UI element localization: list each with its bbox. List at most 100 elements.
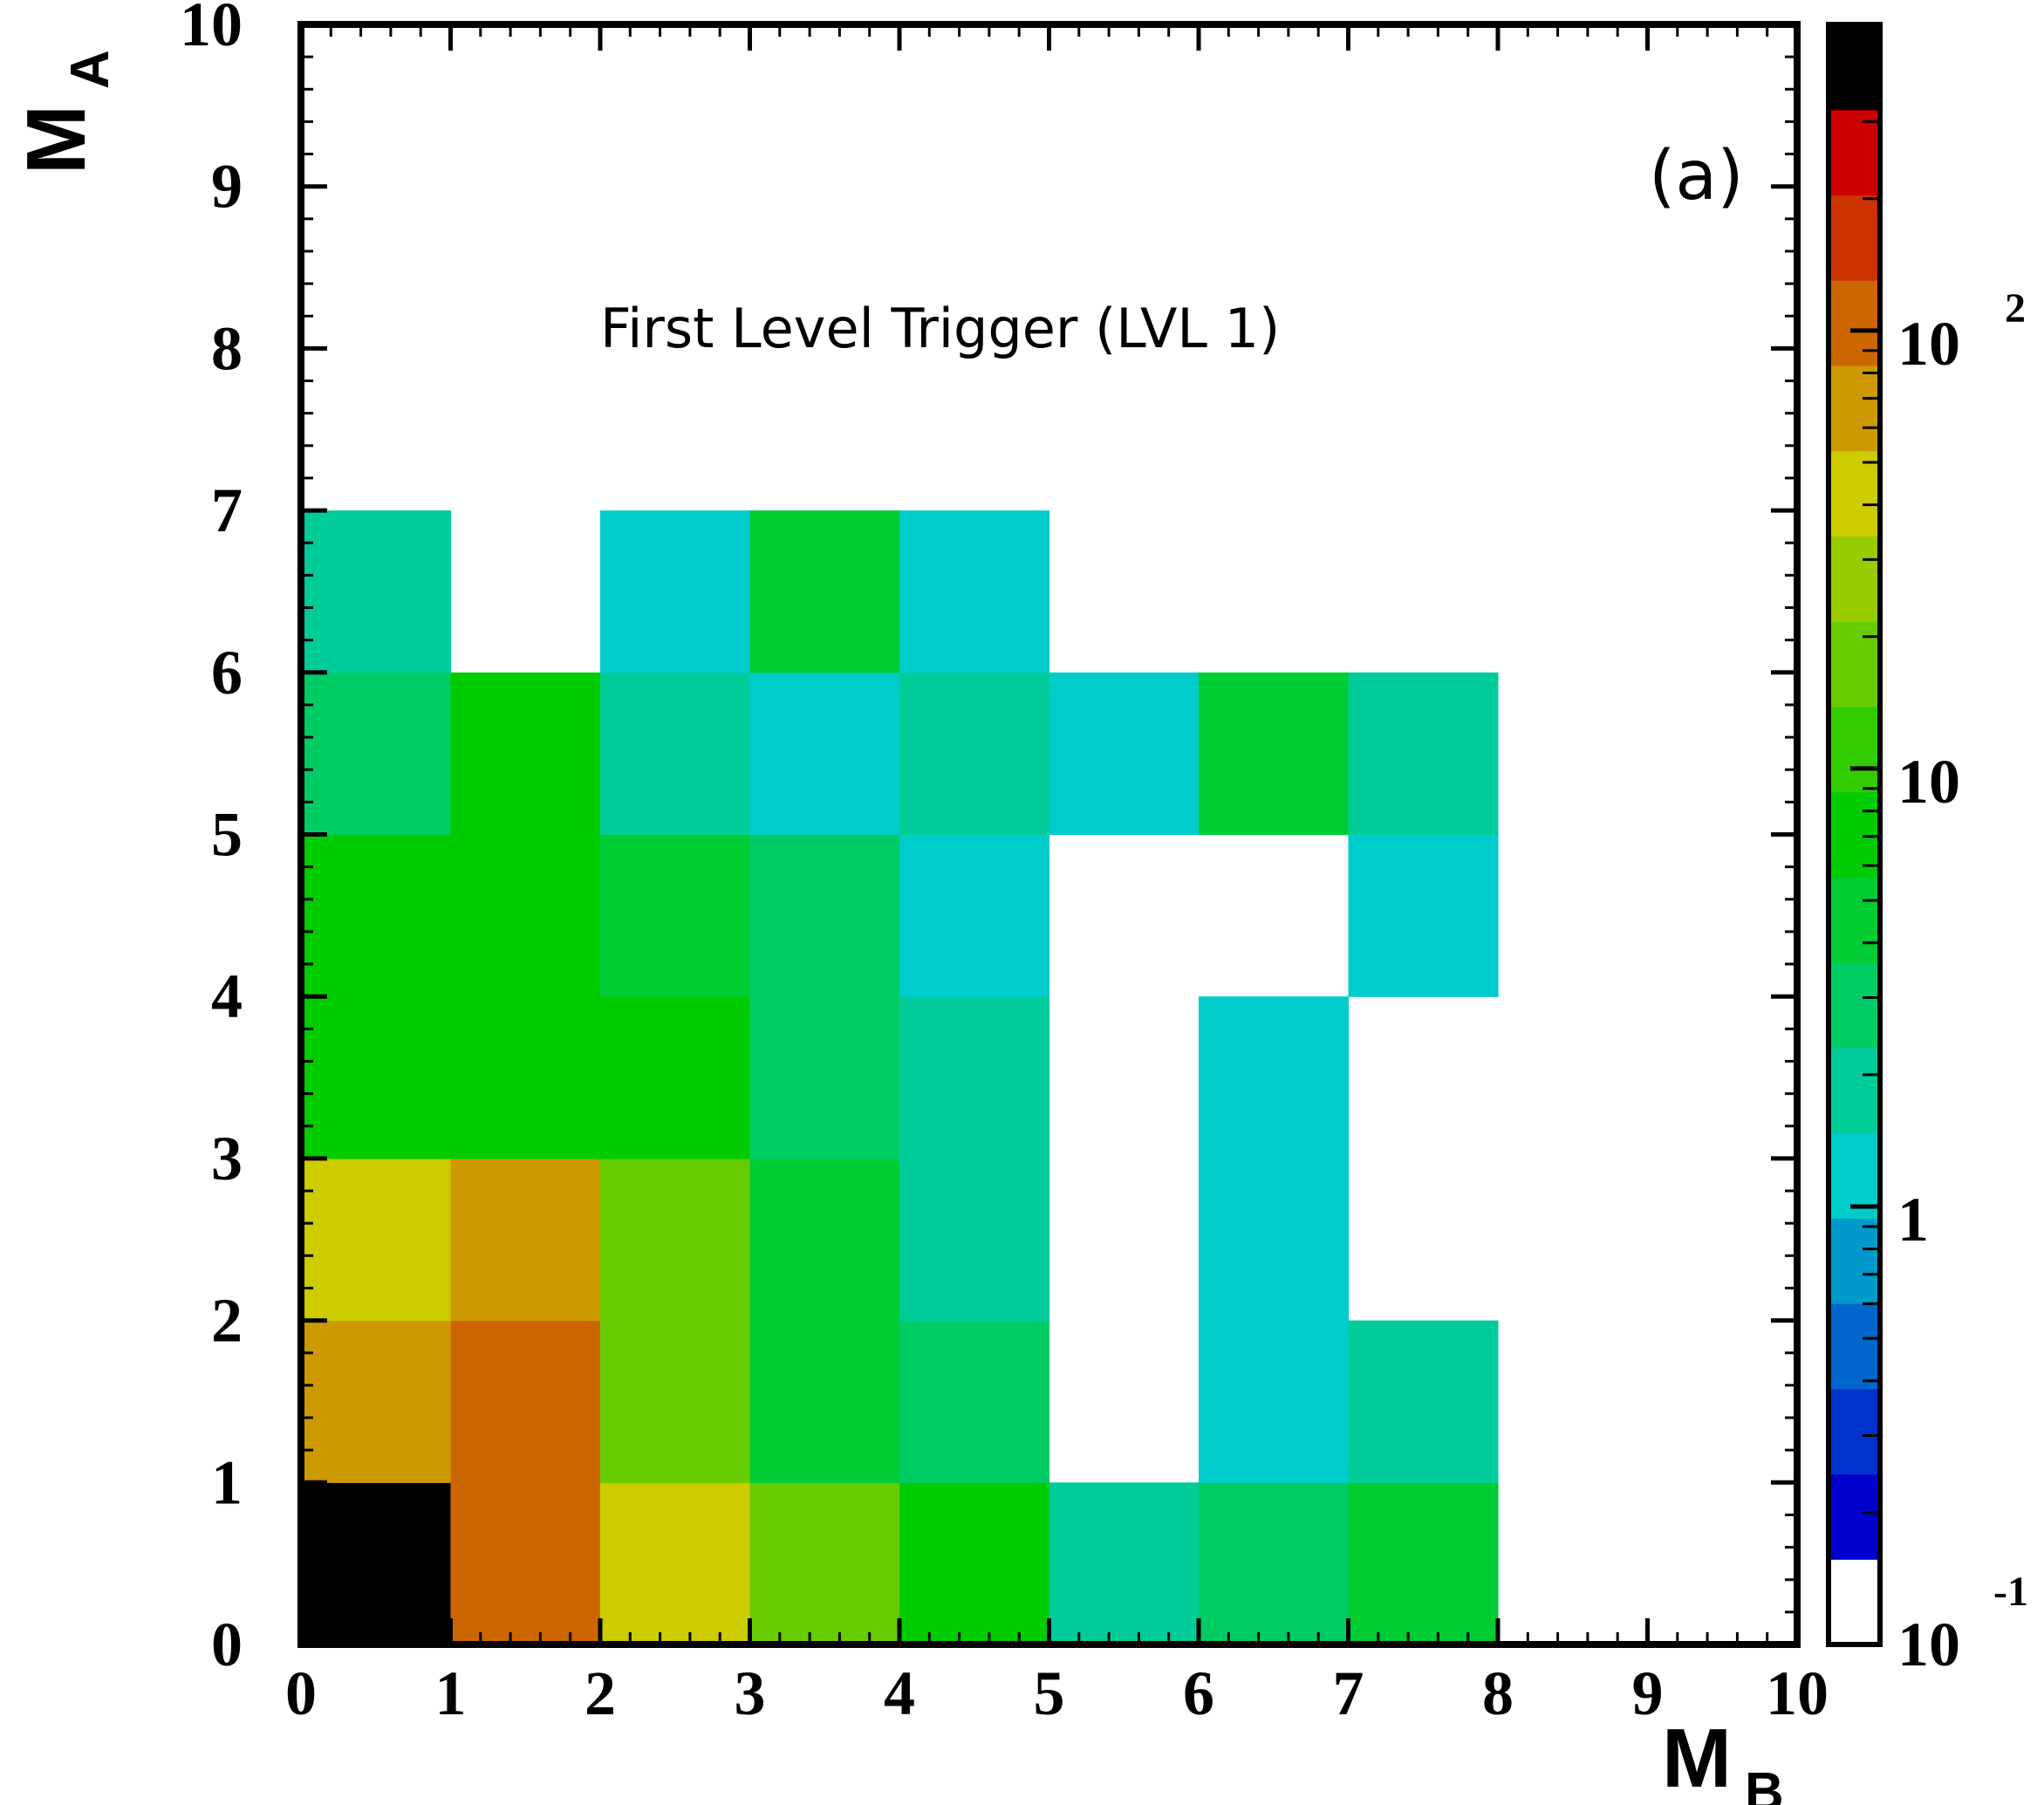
colorbar-label-base: 10 <box>1897 747 1960 817</box>
heatmap-cell <box>749 672 900 836</box>
y-tick-label: 1 <box>211 1447 243 1517</box>
heatmap-cell <box>600 1482 751 1645</box>
heatmap-cell <box>1199 672 1350 836</box>
colorbar-label: 10 -1 <box>1897 1569 2028 1679</box>
heatmap-cell <box>450 834 601 997</box>
svg-text:B: B <box>1745 1762 1784 1805</box>
heatmap-cell <box>450 672 601 836</box>
x-tick-label: 3 <box>735 1658 766 1728</box>
heatmap-cell <box>301 1320 452 1483</box>
colorbar-swatch <box>1829 1388 1880 1475</box>
heatmap-cell <box>1199 1158 1350 1322</box>
y-tick-label: 8 <box>211 313 243 383</box>
colorbar-swatch <box>1829 877 1880 963</box>
x-tick-label: 7 <box>1333 1658 1364 1728</box>
trigger-annotation: First Level Trigger (LVL 1) <box>600 297 1280 360</box>
tick-labels: 0 1 2 3 4 5 6 7 8 9 10 0 1 2 3 4 5 6 7 8 9 10 <box>180 0 1829 1728</box>
colorbar-swatch <box>1829 1303 1880 1390</box>
axis-ticks <box>298 22 1800 1647</box>
heatmap-cell <box>1348 1320 1499 1483</box>
x-tick-label: 6 <box>1183 1658 1214 1728</box>
colorbar-swatch <box>1829 706 1880 793</box>
heatmap-cell <box>301 510 452 673</box>
colorbar-swatch <box>1829 109 1880 196</box>
colorbar-swatch <box>1829 280 1880 366</box>
colorbar-label-exponent: 2 <box>2005 285 2026 332</box>
heatmap-cell <box>600 1158 751 1322</box>
heatmap-cell <box>301 672 452 836</box>
heatmap-cell <box>450 996 601 1159</box>
colorbar: 10 -1 1 10 10 2 <box>1826 22 2028 1679</box>
heatmap-cell <box>600 672 751 836</box>
heatmap-cell <box>1348 672 1499 836</box>
colorbar-swatch <box>1829 1559 1880 1645</box>
colorbar-label: 1 <box>1897 1185 1929 1255</box>
heatmap-cells <box>301 510 1499 1645</box>
heatmap-cell <box>899 510 1050 673</box>
y-tick-label: 10 <box>180 0 243 59</box>
heatmap-cell <box>899 996 1050 1159</box>
x-tick-label: 4 <box>884 1658 915 1728</box>
y-tick-label: 4 <box>211 961 243 1031</box>
y-tick-label: 6 <box>211 638 243 708</box>
x-axis-title: M B <box>1662 1712 1784 1805</box>
colorbar-label-base: 10 <box>1897 309 1960 379</box>
heatmap-cell <box>899 1482 1050 1645</box>
heatmap-cell <box>1049 1482 1200 1645</box>
heatmap-cell <box>749 1482 900 1645</box>
x-tick-label: 8 <box>1482 1658 1514 1728</box>
heatmap-cell <box>301 1158 452 1322</box>
heatmap-cell <box>450 1482 601 1645</box>
y-tick-label: 5 <box>211 800 243 870</box>
y-tick-label: 3 <box>211 1124 243 1193</box>
heatmap-cell <box>749 510 900 673</box>
heatmap-cell <box>1199 996 1350 1159</box>
colorbar-swatch <box>1829 195 1880 281</box>
heatmap-cell <box>749 1158 900 1322</box>
svg-text:M: M <box>10 105 103 174</box>
colorbar-label-exponent: -1 <box>1993 1569 2028 1615</box>
heatmap-cell <box>450 1320 601 1483</box>
panel-label: (a) <box>1649 137 1744 215</box>
x-tick-label: 10 <box>1766 1658 1829 1728</box>
y-axis-title: M A <box>10 50 120 174</box>
heatmap-cell <box>1348 834 1499 997</box>
colorbar-swatch <box>1829 450 1880 537</box>
colorbar-swatch <box>1829 1218 1880 1304</box>
colorbar-label: 10 2 <box>1897 285 2026 379</box>
x-tick-label: 1 <box>435 1658 467 1728</box>
heatmap-cell <box>301 1482 452 1645</box>
y-tick-label: 7 <box>211 475 243 545</box>
x-tick-label: 0 <box>285 1658 317 1728</box>
heatmap-cell <box>600 510 751 673</box>
colorbar-swatch <box>1829 621 1880 708</box>
colorbar-swatch <box>1829 1473 1880 1560</box>
heatmap-cell <box>450 1158 601 1322</box>
y-tick-label: 2 <box>211 1286 243 1356</box>
y-tick-label: 0 <box>211 1610 243 1679</box>
heatmap-cell <box>749 1320 900 1483</box>
heatmap-cell <box>749 996 900 1159</box>
heatmap-cell <box>301 996 452 1159</box>
heatmap-cell <box>899 1320 1050 1483</box>
heatmap-cell <box>600 1320 751 1483</box>
x-tick-label: 9 <box>1632 1658 1664 1728</box>
heatmap-cell <box>1199 1482 1350 1645</box>
colorbar-label-base: 1 <box>1897 1185 1929 1255</box>
colorbar-label: 10 <box>1897 747 1960 817</box>
heatmap-cell <box>1049 672 1200 836</box>
heatmap-cell <box>1348 1482 1499 1645</box>
colorbar-swatch <box>1829 365 1880 452</box>
colorbar-swatch <box>1829 1047 1880 1134</box>
heatmap-cell <box>899 834 1050 997</box>
colorbar-swatch <box>1829 536 1880 622</box>
colorbar-swatch <box>1829 962 1880 1049</box>
svg-text:M: M <box>1662 1712 1732 1805</box>
heatmap-cell <box>899 672 1050 836</box>
heatmap-cell <box>1199 1320 1350 1483</box>
y-tick-label: 9 <box>211 152 243 222</box>
heatmap-cell <box>600 834 751 997</box>
heatmap-cell <box>301 834 452 997</box>
heatmap-cell <box>600 996 751 1159</box>
